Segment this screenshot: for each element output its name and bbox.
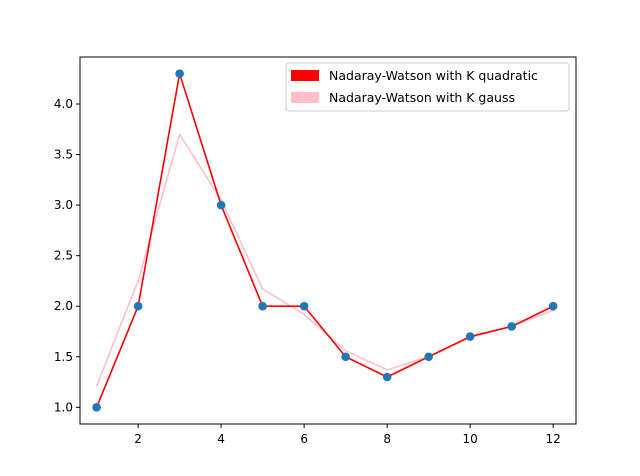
y-tick-label: 3.0	[54, 198, 73, 212]
series-layer	[95, 72, 554, 409]
data-point	[216, 200, 226, 210]
data-point	[424, 352, 433, 362]
y-tick-label: 1.5	[54, 350, 73, 364]
data-point	[507, 322, 516, 331]
legend: Nadaray-Watson with K quadratic Nadaray-…	[285, 62, 570, 112]
data-point	[299, 301, 309, 311]
legend-frame	[285, 62, 570, 112]
points-layer	[92, 69, 558, 412]
x-axis: 2 4 6 8 10 12	[134, 424, 561, 446]
data-point	[258, 301, 267, 311]
legend-swatch-gauss	[291, 92, 319, 103]
legend-label-quadratic: Nadaray-Watson with K quadratic	[329, 68, 538, 83]
plot-frame	[79, 56, 577, 425]
y-tick-label: 2.0	[54, 299, 73, 313]
x-tick-label: 6	[300, 432, 308, 446]
y-tick-label: 4.0	[54, 97, 73, 111]
x-tick-label: 2	[134, 432, 142, 446]
y-tick-label: 1.0	[54, 400, 73, 414]
data-point	[382, 372, 392, 382]
data-point	[548, 301, 558, 311]
x-tick-label: 4	[217, 432, 225, 446]
data-point	[465, 332, 475, 341]
y-axis: 1.0 1.5 2.0 2.5 3.0 3.5 4.0	[54, 97, 80, 414]
x-tick-label: 10	[463, 432, 478, 446]
legend-swatch-quadratic	[291, 70, 319, 81]
data-point	[175, 69, 184, 78]
data-point	[133, 301, 143, 311]
series-line-quadratic	[95, 72, 554, 409]
x-tick-label: 12	[546, 432, 561, 446]
x-tick-label: 8	[383, 432, 391, 446]
data-point	[341, 352, 350, 362]
legend-label-gauss: Nadaray-Watson with K gauss	[329, 90, 515, 105]
y-tick-label: 3.5	[54, 148, 73, 162]
y-tick-label: 2.5	[54, 249, 73, 263]
data-point	[92, 403, 101, 412]
